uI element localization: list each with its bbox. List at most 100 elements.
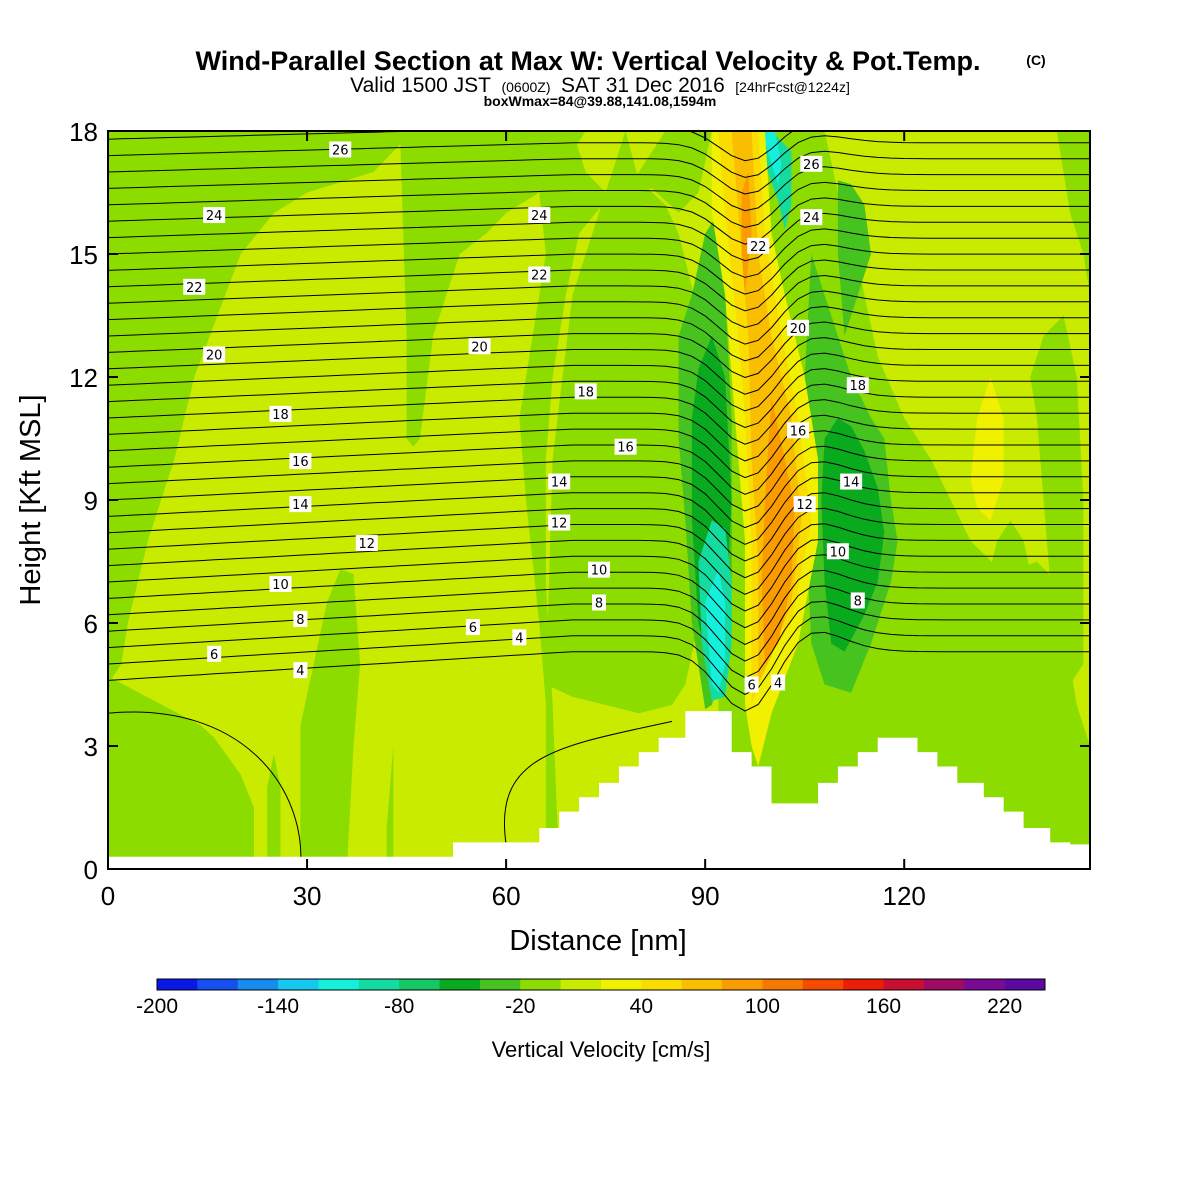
isentrope-line — [108, 600, 1090, 679]
x-axis: 0 30 60 90 120 — [101, 131, 926, 911]
svg-text:20: 20 — [471, 340, 488, 355]
svg-text:6: 6 — [84, 609, 98, 639]
colorbar-swatch — [762, 979, 804, 990]
svg-text:16: 16 — [790, 424, 807, 439]
svg-text:10: 10 — [830, 545, 847, 560]
svg-text:22: 22 — [186, 281, 203, 296]
svg-text:24: 24 — [803, 211, 820, 226]
svg-text:90: 90 — [691, 881, 720, 911]
x-tick: 90 — [691, 131, 720, 911]
contour-label: 18 — [846, 377, 869, 394]
colorbar-swatch — [520, 979, 562, 990]
colorbar-tick-label: -80 — [384, 995, 414, 1018]
contour-label: 10 — [588, 561, 610, 579]
isentrope-line — [108, 352, 1090, 412]
colorbar-swatch — [722, 979, 763, 990]
colorbar-swatch — [923, 979, 965, 990]
x-tick: 0 — [101, 131, 115, 911]
svg-text:14: 14 — [843, 476, 860, 491]
contour-label: 4 — [771, 674, 786, 691]
svg-text:12: 12 — [69, 363, 98, 393]
y-tick: 9 — [84, 486, 1090, 516]
field-region — [386, 746, 394, 869]
field-region — [1056, 131, 1090, 295]
plot-area: 26 24 24 22 22 20 20 18 18 16 16 14 14 12 12 10 10 8 8 6 6 4 4… — [108, 131, 1090, 869]
field-region — [821, 418, 885, 652]
field-region — [267, 754, 281, 869]
contour-label: 4 — [512, 629, 527, 646]
svg-text:18: 18 — [849, 379, 866, 394]
svg-text:18: 18 — [69, 117, 98, 147]
isentrope-line — [108, 430, 1090, 495]
colorbar-swatch — [560, 979, 602, 990]
isentrope-line — [108, 631, 1090, 712]
isentrope-line — [108, 259, 1090, 312]
isentrope-line — [108, 131, 794, 162]
y-axis: 0 3 6 9 12 15 18 — [69, 117, 1090, 885]
field-region — [741, 172, 752, 295]
field-region — [761, 397, 795, 664]
isentrope-line — [108, 274, 1090, 329]
contour-label: 8 — [850, 592, 865, 609]
isentrope-line — [108, 321, 1090, 379]
svg-text:18: 18 — [272, 408, 289, 423]
y-tick: 0 — [84, 855, 1090, 885]
svg-text:26: 26 — [803, 158, 820, 173]
isentrope-line — [108, 305, 1090, 362]
x-tick: 30 — [293, 131, 322, 911]
contour-label: 8 — [592, 594, 606, 612]
field-region — [1030, 315, 1084, 685]
isentrope-line — [108, 616, 1090, 695]
isentrope-line — [108, 368, 1090, 429]
velocity-field — [108, 131, 1090, 869]
y-tick: 15 — [69, 240, 1090, 270]
contour-label: 22 — [528, 266, 551, 284]
contour-label: 26 — [800, 155, 823, 173]
contour-label: 20 — [787, 319, 810, 337]
svg-text:16: 16 — [617, 441, 634, 456]
svg-text:14: 14 — [551, 476, 568, 491]
svg-text:12: 12 — [551, 517, 568, 532]
contour-label: 22 — [183, 278, 206, 296]
x-tick: 60 — [492, 131, 521, 911]
colorbar-tick-label: 160 — [866, 995, 901, 1018]
svg-text:60: 60 — [492, 881, 521, 911]
y-tick: 3 — [84, 732, 1090, 762]
field-region — [108, 676, 254, 869]
svg-text:20: 20 — [206, 348, 223, 363]
contour-label: 12 — [355, 535, 378, 552]
isentrope-line — [108, 150, 1090, 195]
chart-subtitle: Valid 1500 JST (0600Z) SAT 31 Dec 2016 [… — [350, 74, 850, 97]
colorbar-swatch — [318, 979, 360, 990]
svg-text:3: 3 — [84, 732, 98, 762]
svg-text:6: 6 — [469, 621, 477, 636]
colorbar-tick-label: -200 — [136, 995, 178, 1018]
contour-label: 18 — [574, 383, 597, 400]
contour-label: 14 — [289, 496, 312, 513]
contour-label: 22 — [747, 237, 770, 255]
isentrope-line — [108, 399, 1090, 462]
isentrope-line — [108, 711, 302, 869]
isentrope-line — [108, 476, 1090, 545]
contour-label: 6 — [744, 676, 759, 694]
contour-label: 6 — [207, 645, 222, 663]
subtitle-forecast: [24hrFcst@1224z] — [735, 79, 850, 95]
isentrope-line — [108, 290, 1090, 345]
y-tick: 12 — [69, 363, 1090, 393]
contour-label: 14 — [840, 473, 863, 491]
isentrope-line — [108, 414, 1090, 479]
svg-text:10: 10 — [272, 578, 289, 593]
contour-label: 16 — [787, 422, 810, 439]
contour-label: 10 — [269, 576, 292, 593]
subtitle-valid: Valid 1500 JST — [350, 74, 491, 97]
svg-text:12: 12 — [358, 537, 375, 552]
colorbar-swatch — [237, 979, 279, 990]
svg-text:10: 10 — [591, 564, 608, 579]
colorbar-swatch — [681, 979, 723, 990]
isentrope-line — [108, 492, 1090, 562]
svg-text:15: 15 — [69, 240, 98, 270]
colorbar-swatch — [964, 979, 1006, 990]
svg-text:26: 26 — [332, 143, 349, 158]
svg-text:6: 6 — [747, 679, 755, 694]
